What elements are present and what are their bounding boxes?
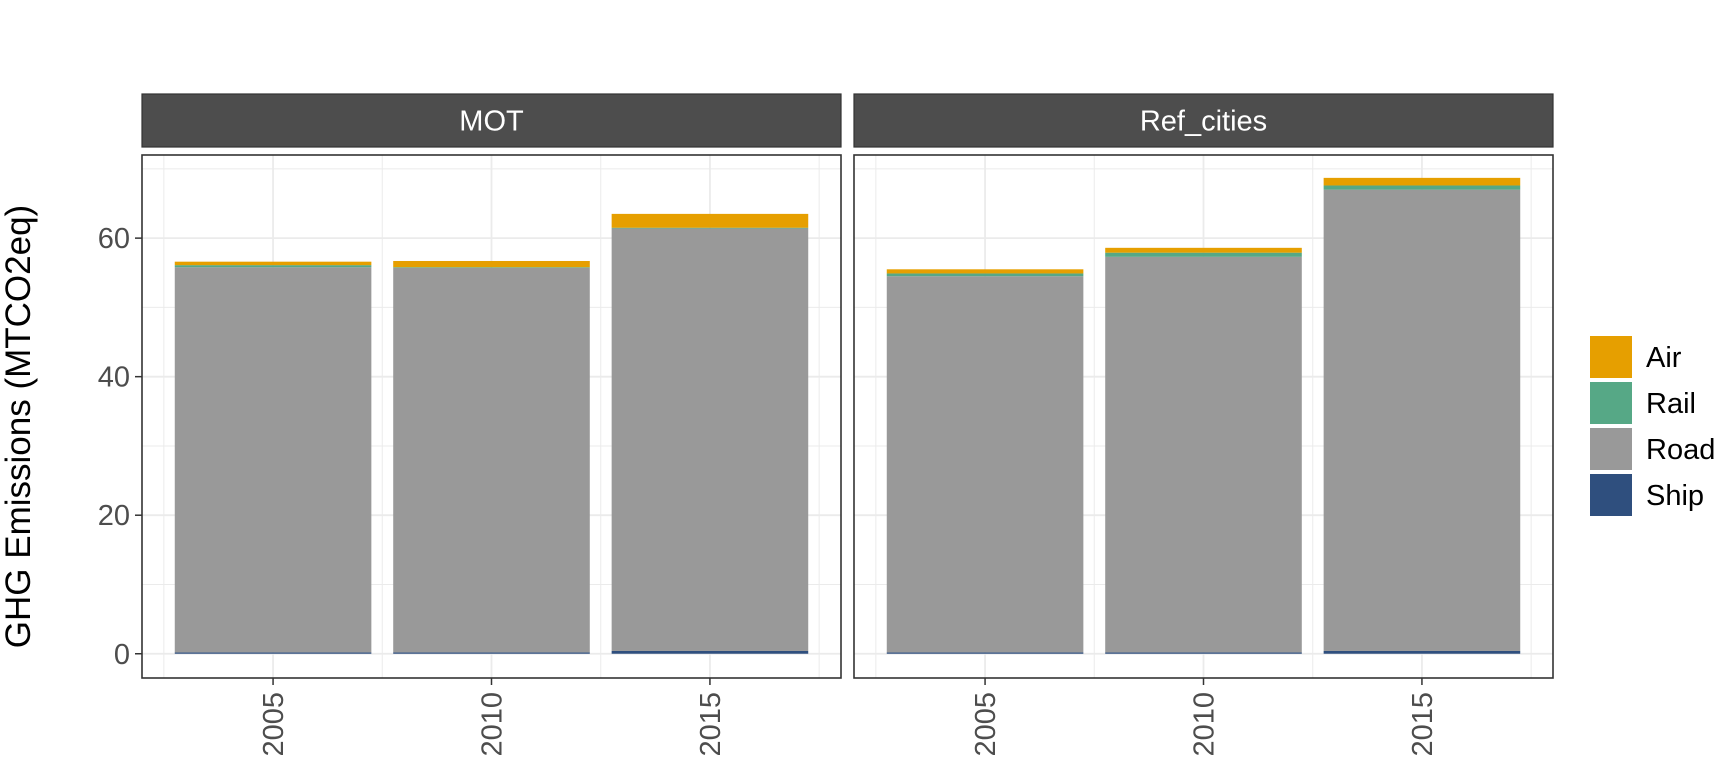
- legend-label-air: Air: [1646, 342, 1682, 374]
- y-tick-label: 60: [98, 223, 130, 255]
- legend: Air Rail Road Ship: [1590, 336, 1715, 516]
- bar-segment-ship-2005: [174, 652, 372, 654]
- legend-key-ship: [1590, 474, 1632, 516]
- bar-segment-rail-2005: [886, 273, 1084, 277]
- x-tick-label: 2005: [258, 692, 290, 757]
- bar-segment-rail-2015: [611, 227, 809, 229]
- y-tick-label: 40: [98, 362, 130, 394]
- facet-panel-mot: MOT 2005 2010 2015: [141, 93, 842, 757]
- facet-strip: [853, 93, 1554, 148]
- bar-segment-road-2010: [393, 267, 590, 653]
- legend-key-road: [1590, 428, 1632, 470]
- x-tick-label: 2010: [1189, 692, 1221, 757]
- bar-segment-ship-2015: [1323, 650, 1521, 654]
- legend-key-rail: [1590, 382, 1632, 424]
- y-tick-label: 20: [98, 500, 130, 532]
- facet-strip-label: MOT: [459, 106, 524, 138]
- legend-label-road: Road: [1646, 434, 1715, 466]
- bar-segment-air-2015: [1323, 177, 1521, 186]
- bar-segment-air-2010: [1105, 247, 1302, 253]
- bar-segment-rail-2015: [1323, 185, 1521, 190]
- bar-segment-air-2015: [611, 213, 809, 228]
- bar-segment-air-2005: [174, 261, 372, 266]
- legend-label-ship: Ship: [1646, 480, 1704, 512]
- x-tick-label: 2005: [970, 692, 1002, 757]
- x-tick-label: 2015: [695, 692, 727, 757]
- bar-segment-ship-2015: [611, 650, 809, 654]
- y-axis: 0 20 40 60: [98, 223, 142, 671]
- bar-segment-rail-2010: [1105, 252, 1302, 257]
- bar-segment-road-2005: [886, 276, 1084, 653]
- bar-segment-road-2010: [1105, 256, 1302, 653]
- bar-segment-road-2005: [174, 267, 372, 653]
- bar-segment-ship-2010: [1105, 652, 1302, 654]
- facet-strip-label: Ref_cities: [1140, 106, 1267, 138]
- bar-segment-road-2015: [611, 228, 809, 651]
- bar-segment-rail-2005: [174, 265, 372, 268]
- bar-segment-road-2015: [1323, 189, 1521, 651]
- bar-segment-ship-2005: [886, 652, 1084, 654]
- y-tick-label: 0: [114, 639, 130, 671]
- bar-segment-air-2005: [886, 269, 1084, 274]
- facet-panel-ref-cities: Ref_cities 2005 2010 2015: [853, 93, 1554, 757]
- bar-segment-rail-2010: [393, 267, 590, 268]
- x-tick-label: 2010: [477, 692, 509, 757]
- x-tick-label: 2015: [1407, 692, 1439, 757]
- facet-strip: [141, 93, 842, 148]
- y-axis-title: GHG Emissions (MTCO2eq): [0, 205, 38, 648]
- bar-segment-air-2010: [393, 260, 590, 268]
- bar-segment-ship-2010: [393, 652, 590, 654]
- legend-key-air: [1590, 336, 1632, 378]
- legend-label-rail: Rail: [1646, 388, 1696, 420]
